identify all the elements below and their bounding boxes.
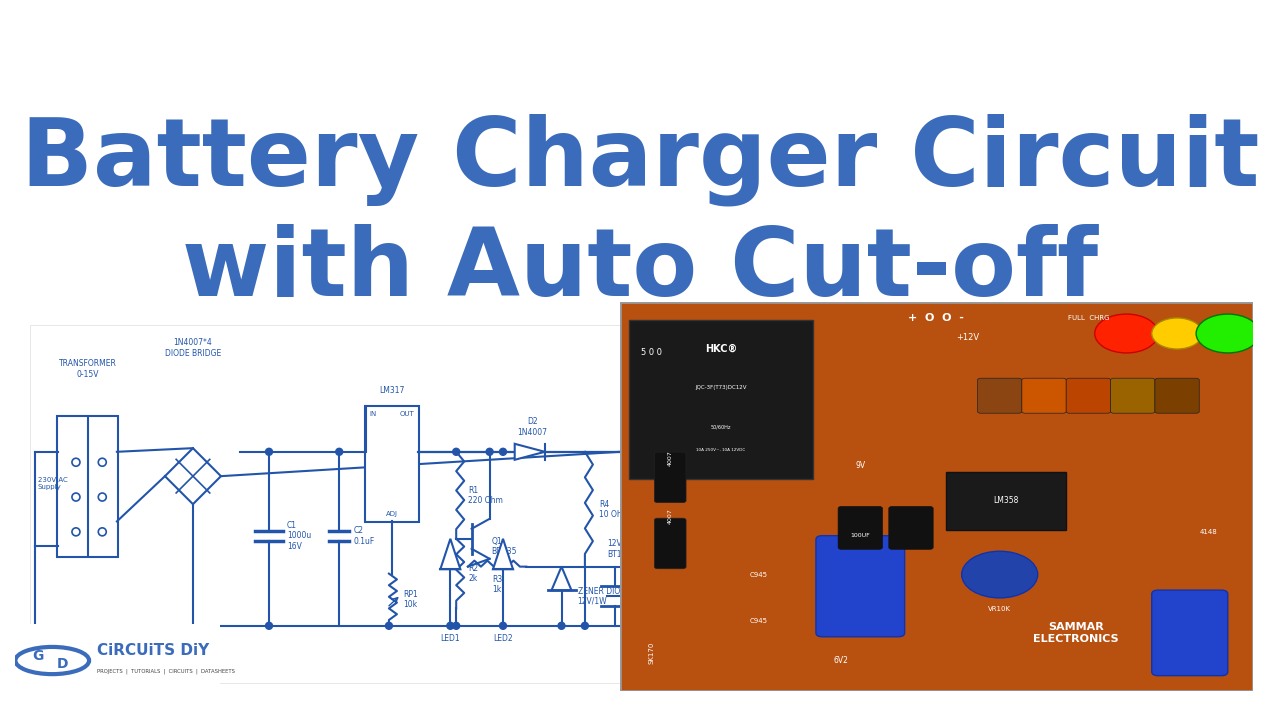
FancyBboxPatch shape <box>1155 378 1199 413</box>
Text: ZENER DIODE
12V/1W: ZENER DIODE 12V/1W <box>577 587 630 606</box>
Text: LED1: LED1 <box>440 634 461 643</box>
Polygon shape <box>552 567 571 590</box>
FancyBboxPatch shape <box>815 536 905 636</box>
Circle shape <box>1094 314 1158 353</box>
Text: LM358: LM358 <box>993 496 1019 505</box>
Text: C2
0.1uF: C2 0.1uF <box>353 526 375 546</box>
Text: JQC-3F(T73)DC12V: JQC-3F(T73)DC12V <box>695 385 746 390</box>
Text: SAMMAR
ELECTRONICS: SAMMAR ELECTRONICS <box>1033 622 1119 644</box>
Text: 4007: 4007 <box>668 450 673 466</box>
Polygon shape <box>165 448 221 504</box>
Circle shape <box>1196 314 1260 353</box>
Text: C1
1000u
16V: C1 1000u 16V <box>287 521 311 551</box>
Text: +  O  O  -: + O O - <box>909 313 964 323</box>
Circle shape <box>15 647 90 674</box>
Text: PROJECTS  |  TUTORIALS  |  CIRCUITS  |  DATASHEETS: PROJECTS | TUTORIALS | CIRCUITS | DATASH… <box>97 668 236 674</box>
Circle shape <box>486 449 493 455</box>
FancyBboxPatch shape <box>978 378 1021 413</box>
Text: 50/60Hz: 50/60Hz <box>710 424 731 429</box>
Text: Battery Charger Circuit: Battery Charger Circuit <box>20 114 1260 206</box>
Text: VR10K: VR10K <box>988 606 1011 612</box>
Text: R4
10 Ohm/5W: R4 10 Ohm/5W <box>599 500 644 519</box>
Text: 9V: 9V <box>855 462 865 470</box>
FancyBboxPatch shape <box>1021 378 1066 413</box>
Text: CiRCUiTS DiY: CiRCUiTS DiY <box>97 643 210 658</box>
Text: HKC®: HKC® <box>705 344 737 354</box>
Polygon shape <box>440 539 461 570</box>
Text: Q1
BD135: Q1 BD135 <box>492 537 517 557</box>
Text: LM317: LM317 <box>379 386 404 395</box>
Circle shape <box>499 622 507 629</box>
Text: SK170: SK170 <box>648 641 654 664</box>
Text: OUT: OUT <box>399 410 415 417</box>
Text: 12V
BT1: 12V BT1 <box>608 539 622 559</box>
FancyBboxPatch shape <box>654 452 686 503</box>
FancyBboxPatch shape <box>620 302 1253 691</box>
Circle shape <box>265 449 273 455</box>
Text: 4148: 4148 <box>1199 528 1217 535</box>
Text: 10A 250V~, 10A 12VDC: 10A 250V~, 10A 12VDC <box>696 448 745 452</box>
Circle shape <box>1152 318 1202 349</box>
Text: R3
1k: R3 1k <box>492 575 502 594</box>
Circle shape <box>335 449 343 455</box>
Text: 4007: 4007 <box>668 508 673 524</box>
Text: FULL  CHRG: FULL CHRG <box>1068 315 1110 321</box>
FancyBboxPatch shape <box>838 507 882 549</box>
Text: C945: C945 <box>750 572 768 577</box>
Circle shape <box>385 622 393 629</box>
FancyBboxPatch shape <box>888 507 933 549</box>
Circle shape <box>265 622 273 629</box>
Circle shape <box>447 622 454 629</box>
FancyBboxPatch shape <box>1111 378 1155 413</box>
FancyBboxPatch shape <box>1066 378 1111 413</box>
Circle shape <box>499 449 507 455</box>
Text: C945: C945 <box>750 618 768 624</box>
FancyBboxPatch shape <box>1152 590 1228 675</box>
Circle shape <box>453 449 460 455</box>
FancyBboxPatch shape <box>628 320 813 480</box>
Bar <box>29 325 625 683</box>
Text: R2
2k: R2 2k <box>468 564 479 583</box>
Text: 5 0 0: 5 0 0 <box>641 348 662 357</box>
Text: IN: IN <box>370 410 376 417</box>
Text: +12V: +12V <box>956 333 979 342</box>
Text: with Auto Cut-off: with Auto Cut-off <box>182 224 1098 316</box>
Text: TRANSFORMER
0-15V: TRANSFORMER 0-15V <box>59 359 116 379</box>
FancyBboxPatch shape <box>946 472 1066 530</box>
FancyBboxPatch shape <box>365 405 419 523</box>
Text: 230V AC
Supply: 230V AC Supply <box>38 477 68 490</box>
Circle shape <box>453 622 460 629</box>
FancyBboxPatch shape <box>9 622 227 702</box>
Text: ADJ: ADJ <box>385 511 398 518</box>
Text: D: D <box>56 657 68 670</box>
Circle shape <box>961 552 1038 598</box>
FancyBboxPatch shape <box>58 416 118 557</box>
Circle shape <box>558 622 564 629</box>
Polygon shape <box>493 539 513 570</box>
Text: 6V2: 6V2 <box>833 656 849 665</box>
Polygon shape <box>515 444 545 460</box>
Text: D2
1N4007: D2 1N4007 <box>517 418 548 437</box>
Text: RP1
10k: RP1 10k <box>403 590 417 609</box>
Text: G: G <box>32 649 44 663</box>
Text: LED2: LED2 <box>493 634 513 643</box>
Text: 100UF: 100UF <box>850 534 870 538</box>
Circle shape <box>581 622 589 629</box>
FancyBboxPatch shape <box>654 518 686 569</box>
Text: R1
220 Ohm: R1 220 Ohm <box>468 485 503 505</box>
Text: 1N4007*4
DIODE BRIDGE: 1N4007*4 DIODE BRIDGE <box>165 338 221 358</box>
